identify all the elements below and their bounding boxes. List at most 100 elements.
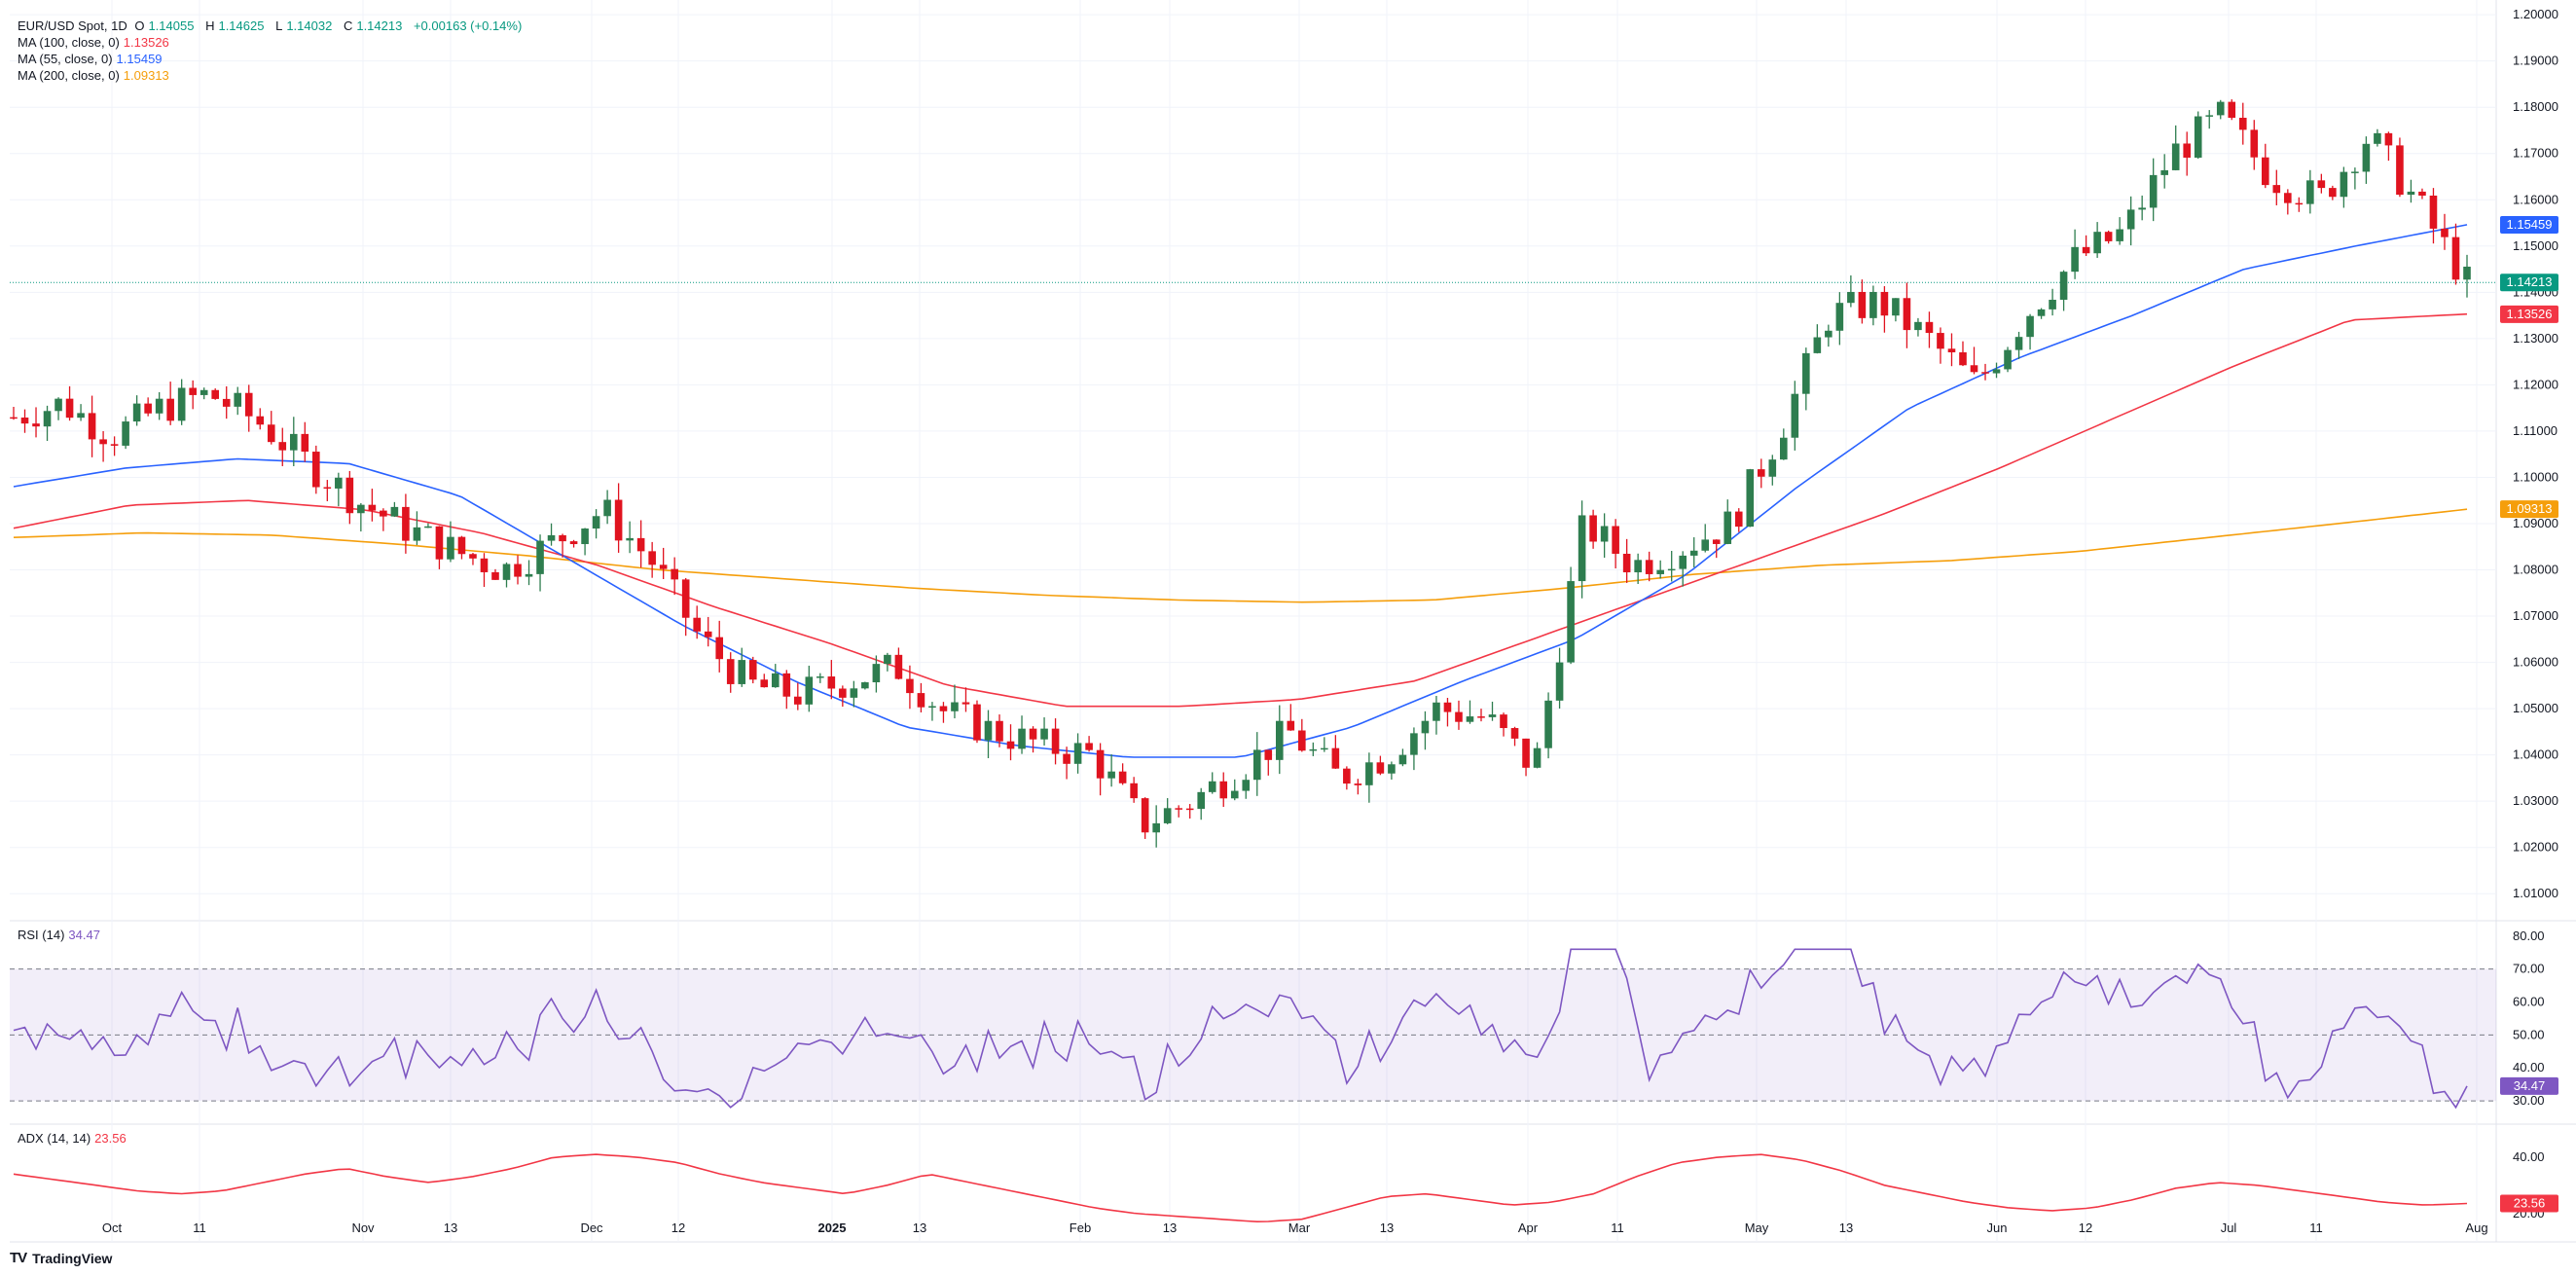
candle-body (2037, 309, 2046, 316)
candle-body (726, 659, 735, 684)
candle-body (211, 389, 220, 399)
candle-body (1321, 747, 1328, 750)
candle-body (760, 679, 769, 688)
candle-body (357, 504, 365, 514)
moving-average-lines (13, 224, 2468, 758)
candle-body (2238, 117, 2247, 130)
symbol-name: EUR/USD Spot, 1D (18, 18, 127, 33)
time-tick-label: Apr (1518, 1220, 1539, 1235)
ma-line (13, 312, 2468, 708)
time-tick-label: Oct (102, 1220, 123, 1235)
candle-body (748, 660, 757, 680)
candle-body (390, 506, 399, 517)
ma-line (13, 224, 2468, 758)
candle-body (1118, 771, 1127, 783)
candle-body (2374, 132, 2381, 144)
rsi-legend[interactable]: RSI (14) 34.47 (18, 928, 100, 942)
time-tick-label: Nov (351, 1220, 375, 1235)
ma55-price-tag-bg (2500, 215, 2558, 234)
candle-body (480, 558, 489, 572)
candle-body (951, 702, 959, 711)
candle-body (2049, 299, 2056, 310)
adx-legend[interactable]: ADX (14, 14) 23.56 (18, 1131, 127, 1146)
high-value: 1.14625 (218, 18, 265, 33)
price-tick-label: 1.07000 (2513, 608, 2558, 623)
change-value: +0.00163 (+0.14%) (413, 18, 523, 33)
candle-body (1051, 728, 1060, 754)
candle-body (424, 526, 432, 528)
candle-body (1433, 702, 1440, 721)
candle-body (961, 702, 970, 705)
candle-body (2261, 157, 2269, 186)
candle-body (2026, 315, 2034, 338)
candle-body (2138, 207, 2146, 210)
candle-body (2216, 101, 2225, 116)
candle-body (1959, 351, 1967, 366)
candle-body (289, 433, 298, 451)
candle-body (1500, 714, 1507, 729)
candle-body (335, 477, 343, 489)
candle-body (2441, 228, 2449, 237)
candle-body (793, 696, 802, 705)
candle-body (2183, 143, 2192, 158)
candle-body (1365, 762, 1373, 785)
candle-body (782, 673, 791, 697)
candle-body (1791, 393, 1799, 438)
candle-body (547, 534, 556, 541)
time-tick-label: 13 (1163, 1220, 1177, 1235)
candle-body (1522, 738, 1530, 768)
price-tick-label: 1.03000 (2513, 793, 2558, 808)
candle-body (1600, 526, 1609, 542)
candle-body (2429, 195, 2438, 229)
candle-body (2463, 266, 2471, 280)
candle-body (569, 541, 578, 545)
candle-body (2351, 171, 2359, 173)
candle-body (2340, 171, 2348, 198)
candle-body (1746, 469, 1755, 528)
candle-body (2014, 337, 2023, 350)
candle-body (2306, 180, 2314, 204)
tradingview-logo[interactable]: TV TradingView (10, 1250, 113, 1266)
ma100-price-tag: 1.13526 (2507, 307, 2553, 321)
candle-body (1892, 298, 1900, 316)
candle-body (1925, 321, 1934, 334)
candle-body (1230, 790, 1239, 799)
candle-body (10, 417, 18, 419)
candle-body (1085, 743, 1093, 750)
candle-body (693, 617, 701, 632)
time-tick-label: Mar (1288, 1220, 1311, 1235)
open-value: 1.14055 (148, 18, 195, 33)
ma100-legend[interactable]: MA (100, close, 0) 1.13526 (18, 35, 169, 50)
candle-body (659, 565, 668, 569)
time-tick-label: Jul (2221, 1220, 2237, 1235)
candle-body (32, 423, 40, 427)
candle-body (939, 706, 948, 711)
candle-body (2295, 202, 2304, 205)
candle-body (1175, 808, 1182, 810)
time-tick-label: May (1745, 1220, 1769, 1235)
candle-body (1813, 337, 1822, 353)
tradingview-logo-icon: TV (10, 1250, 27, 1266)
candle-body (256, 416, 265, 425)
rsi-tick-label: 30.00 (2513, 1093, 2545, 1108)
time-tick-label: 13 (913, 1220, 926, 1235)
last-price-tag: 1.14213 (2507, 274, 2553, 289)
candle-body (1219, 781, 1228, 799)
close-value: 1.14213 (356, 18, 403, 33)
candle-body (435, 526, 444, 560)
ma200-legend[interactable]: MA (200, close, 0) 1.09313 (18, 68, 169, 83)
ma55-legend[interactable]: MA (55, close, 0) 1.15459 (18, 52, 163, 66)
candle-body (2317, 180, 2326, 189)
candle-body (447, 536, 454, 560)
candle-body (1847, 291, 1855, 304)
candle-body (1040, 728, 1048, 740)
candle-body (1275, 720, 1284, 760)
candle-body (402, 506, 410, 541)
candle-body (267, 424, 275, 443)
candle-body (771, 673, 780, 688)
candle-body (2228, 101, 2236, 118)
candle-body (1264, 749, 1273, 760)
time-tick-label: 13 (444, 1220, 457, 1235)
candle-body (1723, 511, 1732, 544)
